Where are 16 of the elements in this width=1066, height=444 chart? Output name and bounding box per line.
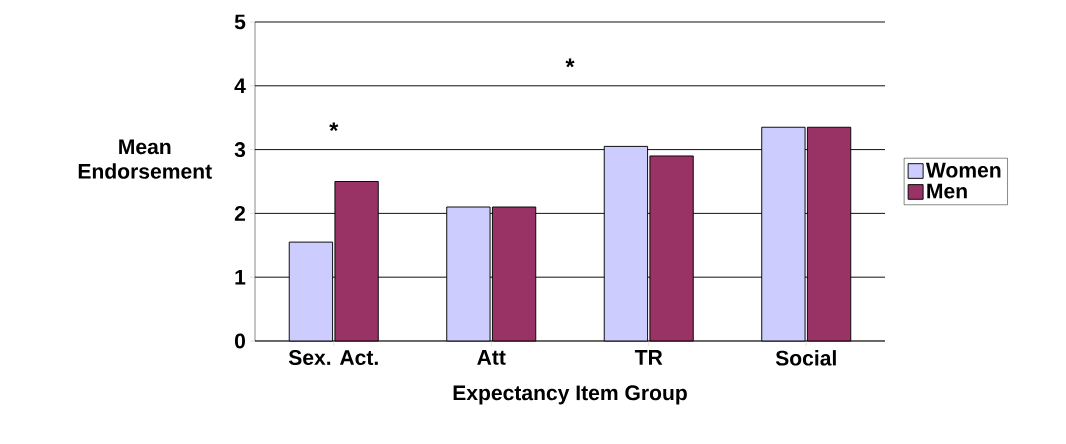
y-tick-label: 1 bbox=[235, 269, 246, 285]
y-tick-label: 3 bbox=[234, 142, 246, 158]
x-tick-label: Sex. Act. bbox=[288, 350, 378, 366]
y-tick-label: 5 bbox=[234, 14, 246, 30]
y-tick-label: 0 bbox=[234, 333, 245, 349]
legend-label: Men bbox=[927, 183, 967, 199]
y-axis-title: Mean Endorsement bbox=[78, 139, 212, 179]
x-tick-label: Social bbox=[775, 350, 836, 366]
annotation: * bbox=[329, 122, 339, 132]
x-tick-label: Att bbox=[477, 350, 506, 365]
y-tick-label: 2 bbox=[234, 206, 246, 221]
legend-label: Women bbox=[925, 162, 1001, 178]
annotation: * bbox=[565, 58, 575, 68]
x-tick-label: TR bbox=[634, 350, 663, 365]
y-tick-label: 4 bbox=[234, 78, 246, 94]
x-axis-title: Expectancy Item Group bbox=[453, 385, 687, 405]
